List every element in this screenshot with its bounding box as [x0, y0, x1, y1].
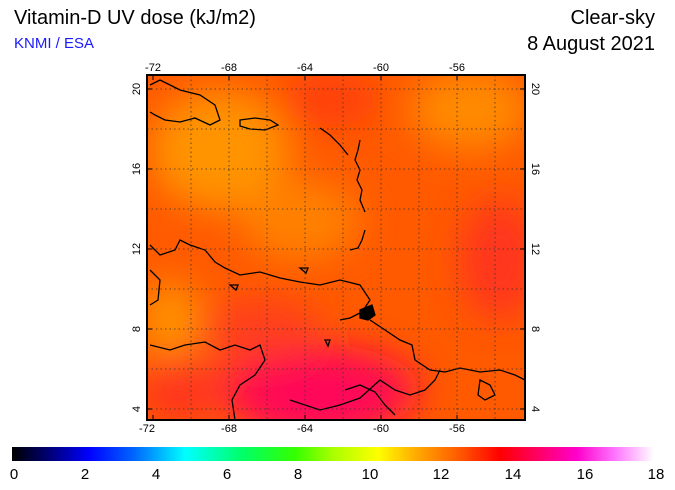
lon-tick-top-2: -68	[221, 62, 237, 74]
lon-tick-top-4: -60	[373, 62, 389, 74]
colorbar-label-12: 12	[432, 466, 450, 483]
lon-tick-top-1: -72	[145, 62, 161, 74]
coastlines	[149, 79, 525, 420]
map-frame	[146, 74, 526, 421]
colorbar-label-16: 16	[576, 466, 594, 483]
uv-dose-map: -72 -68 -64 -60 -56 -72 -68 -64 -60 -56 …	[131, 62, 541, 435]
colorbar-label-14: 14	[504, 466, 522, 483]
colorbar-label-4: 4	[151, 466, 161, 483]
lat-tick-right-5: 4	[529, 406, 541, 412]
lat-tick-left-4: 8	[131, 326, 143, 332]
colorbar-label-2: 2	[80, 466, 90, 483]
colorbar-label-0: 0	[9, 466, 19, 483]
lat-tick-right-1: 20	[529, 83, 541, 95]
lon-tick-bottom-4: -60	[373, 423, 389, 435]
lat-tick-left-2: 16	[131, 163, 143, 175]
colorbar-label-18: 18	[647, 466, 665, 483]
chart-title: Vitamin-D UV dose (kJ/m2)	[14, 7, 256, 29]
date-label: 8 August 2021	[527, 33, 655, 55]
color-scale-bar	[12, 447, 654, 461]
lon-tick-bottom-5: -56	[449, 423, 465, 435]
colorbar-label-8: 8	[293, 466, 303, 483]
lat-tick-right-3: 12	[529, 243, 541, 255]
lat-tick-left-5: 4	[131, 406, 143, 412]
source-label: KNMI / ESA	[14, 35, 95, 52]
lon-tick-top-5: -56	[449, 62, 465, 74]
lat-tick-left-1: 20	[131, 83, 143, 95]
colorbar-label-6: 6	[222, 466, 232, 483]
graticule	[147, 75, 525, 420]
lat-tick-right-4: 8	[529, 326, 541, 332]
lon-tick-bottom-2: -68	[221, 423, 237, 435]
colorbar-label-10: 10	[361, 466, 379, 483]
lat-tick-right-2: 16	[529, 163, 541, 175]
sky-condition-label: Clear-sky	[570, 7, 655, 29]
lon-tick-bottom-1: -72	[139, 423, 155, 435]
frame-ticks	[147, 75, 525, 420]
lat-tick-left-3: 12	[131, 243, 143, 255]
lon-tick-bottom-3: -64	[297, 423, 313, 435]
lon-tick-top-3: -64	[297, 62, 313, 74]
uv-field	[147, 75, 525, 420]
